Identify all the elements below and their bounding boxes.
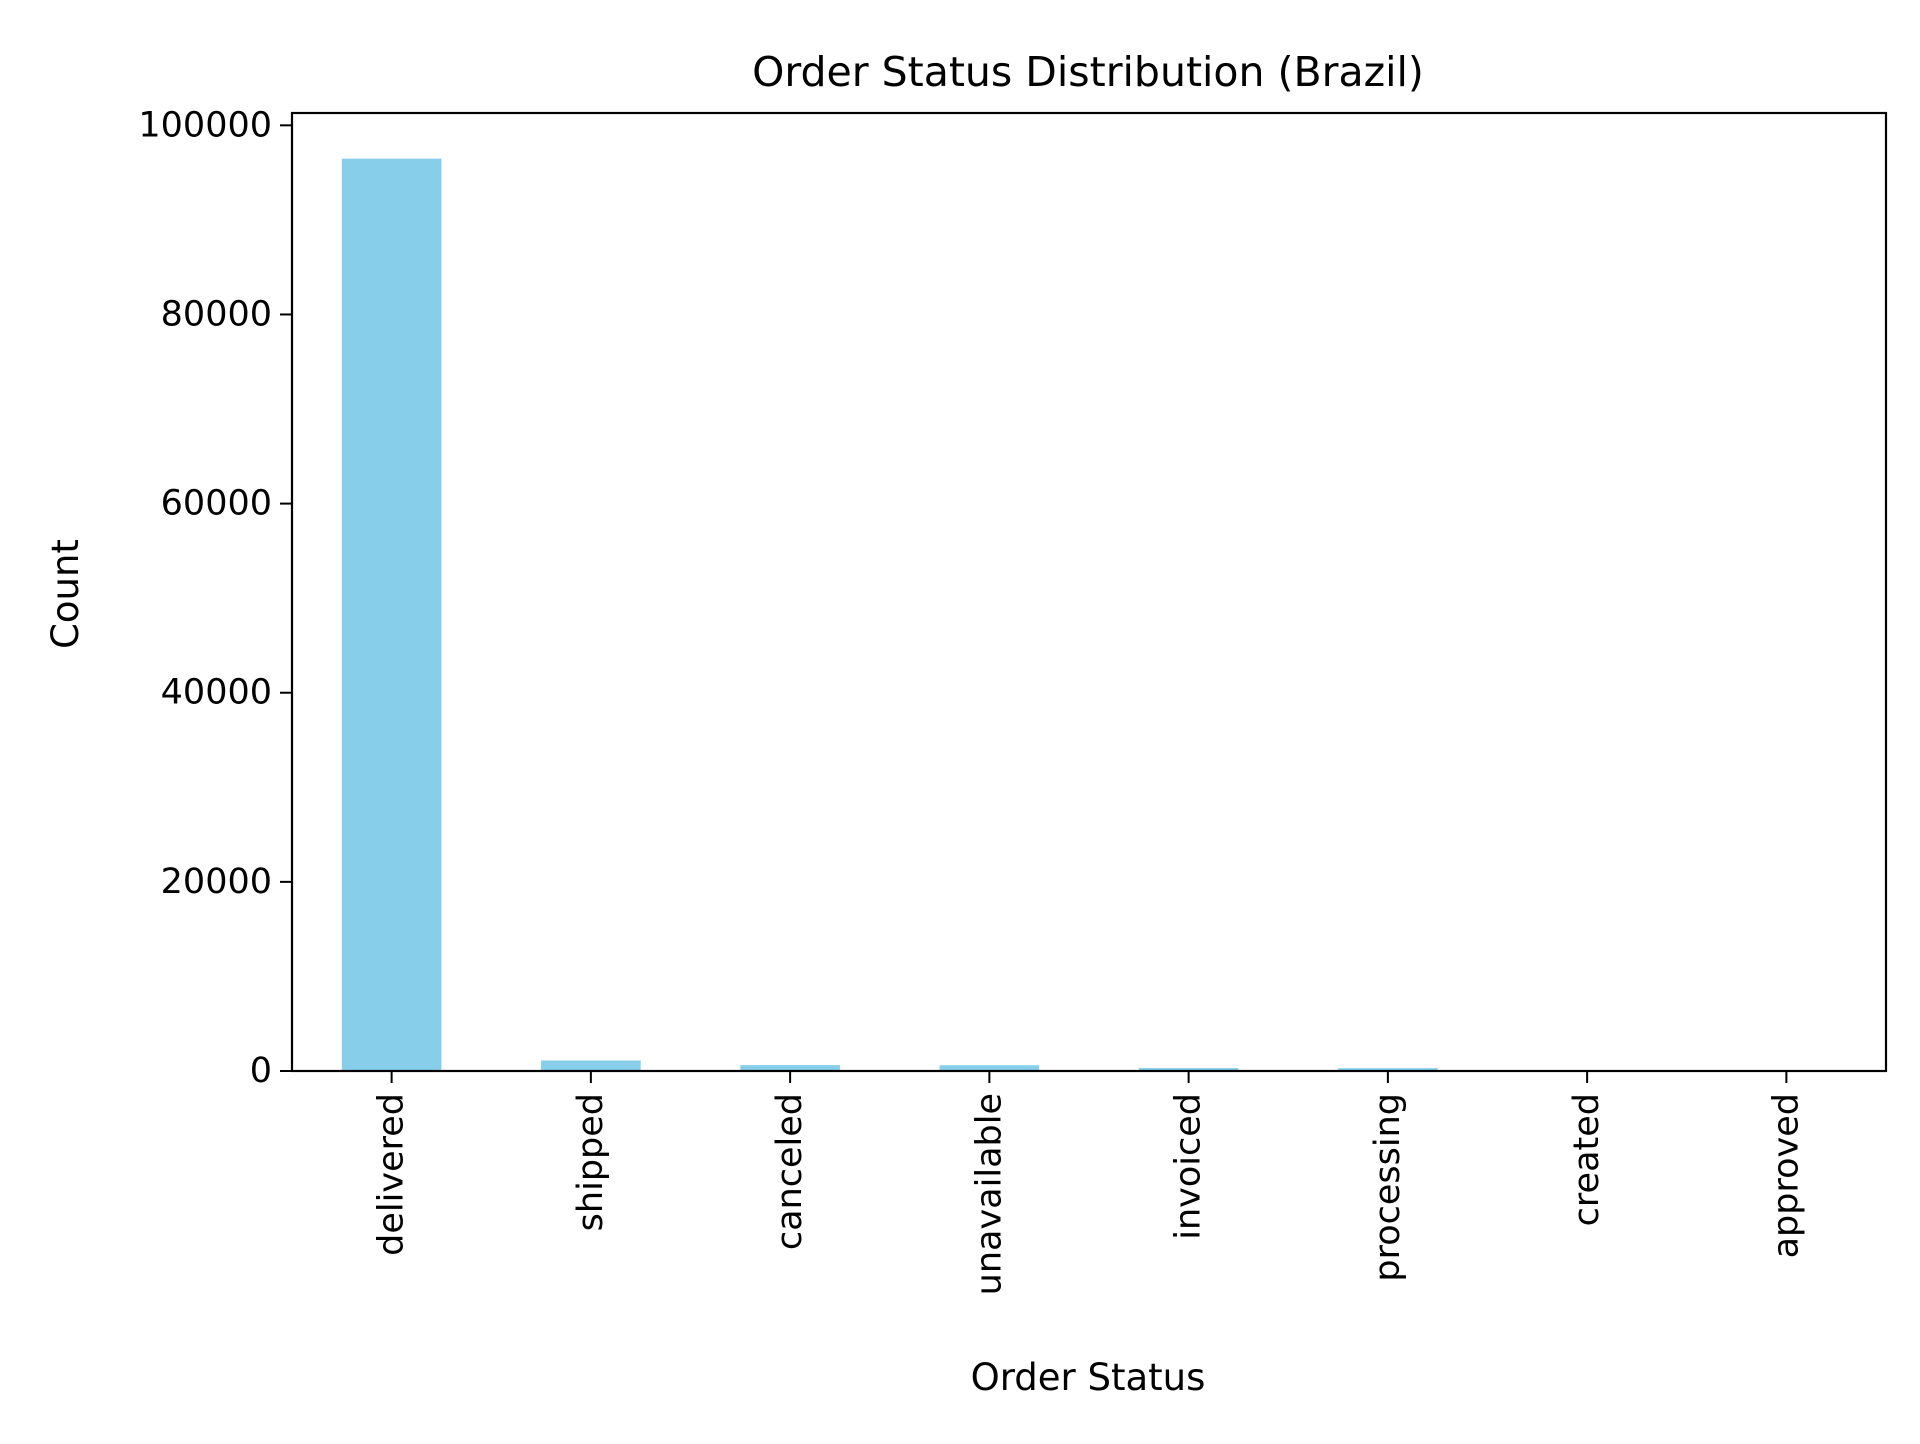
x-tick-label-unavailable: unavailable — [969, 1093, 1009, 1295]
bar-shipped — [541, 1061, 641, 1071]
bar-delivered — [342, 159, 442, 1071]
y-tick-label: 60000 — [161, 484, 272, 524]
x-tick-label-shipped: shipped — [571, 1093, 611, 1231]
x-tick-label-delivered: delivered — [372, 1093, 412, 1256]
x-tick-label-created: created — [1567, 1093, 1607, 1226]
y-tick-label: 20000 — [161, 862, 272, 902]
x-tick-label-approved: approved — [1766, 1093, 1806, 1258]
y-axis-label: Count — [44, 539, 87, 649]
y-tick-label: 80000 — [161, 294, 272, 334]
x-tick-label-invoiced: invoiced — [1169, 1093, 1209, 1240]
x-axis-label: Order Status — [971, 1356, 1206, 1399]
x-tick-label-processing: processing — [1368, 1093, 1408, 1282]
y-tick-label: 0 — [250, 1051, 272, 1091]
y-tick-label: 40000 — [161, 673, 272, 713]
y-tick-label: 100000 — [138, 105, 272, 145]
chart-title: Order Status Distribution (Brazil) — [752, 48, 1424, 96]
x-tick-label-canceled: canceled — [770, 1093, 810, 1250]
